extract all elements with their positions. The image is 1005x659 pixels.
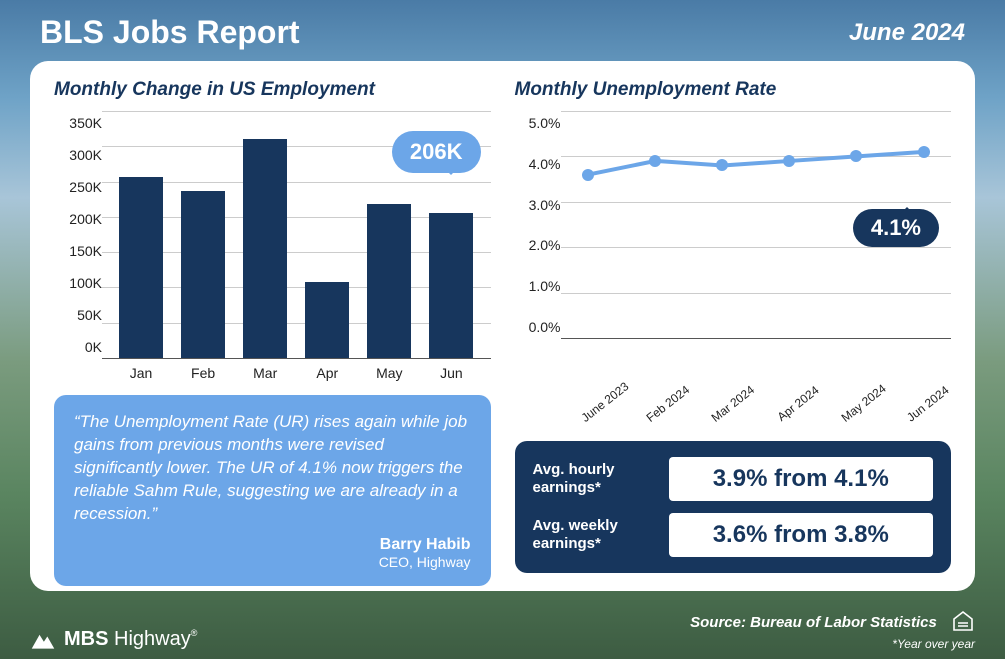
bar-y-tick: 200K	[54, 211, 102, 227]
line-chart-title: Monthly Unemployment Rate	[515, 79, 952, 101]
line-x-tick: Jun 2024	[904, 383, 952, 425]
earnings-label: Avg. hourly earnings*	[533, 461, 653, 497]
page-title: BLS Jobs Report	[40, 14, 300, 51]
mountain-icon	[30, 629, 56, 651]
line-x-tick: May 2024	[839, 383, 887, 425]
bar-y-tick: 300K	[54, 147, 102, 163]
bar-y-tick: 150K	[54, 243, 102, 259]
line-marker	[918, 146, 930, 158]
bar-x-tick: Jan	[119, 365, 163, 381]
line-x-tick: June 2023	[579, 383, 627, 425]
quote-box: “The Unemployment Rate (UR) rises again …	[54, 395, 491, 586]
source-block: Source: Bureau of Labor Statistics *Year…	[690, 609, 975, 651]
earnings-row: Avg. hourly earnings* 3.9% from 4.1%	[533, 457, 934, 501]
bar-y-tick: 250K	[54, 179, 102, 195]
report-date: June 2024	[849, 19, 965, 47]
bar-x-tick: Mar	[243, 365, 287, 381]
quote-role: CEO, Highway	[74, 554, 471, 570]
earnings-value: 3.6% from 3.8%	[669, 513, 934, 557]
line-chart: 5.0% 4.0% 3.0% 2.0% 1.0% 0.0% 4.1%	[515, 111, 952, 375]
bar	[243, 139, 287, 358]
bar	[181, 191, 225, 358]
left-column: Monthly Change in US Employment 350K 300K…	[54, 79, 491, 573]
earnings-label: Avg. weekly earnings*	[533, 517, 653, 553]
earnings-value: 3.9% from 4.1%	[669, 457, 934, 501]
bar-chart-y-axis: 350K 300K 250K 200K 150K 100K 50K 0K	[54, 111, 102, 355]
right-column: Monthly Unemployment Rate 5.0% 4.0% 3.0% 2.…	[515, 79, 952, 573]
line-chart-plot: 4.1%	[561, 111, 952, 339]
earnings-box: Avg. hourly earnings*3.9% from 4.1%Avg. …	[515, 441, 952, 573]
bar-y-tick: 350K	[54, 115, 102, 131]
line-marker	[716, 159, 728, 171]
bar	[367, 204, 411, 358]
content-card: Monthly Change in US Employment 350K 300K…	[30, 61, 975, 591]
line-y-tick: 3.0%	[515, 197, 561, 213]
line-marker	[582, 169, 594, 181]
brand-prefix: MBS	[64, 628, 108, 650]
line-y-tick: 1.0%	[515, 278, 561, 294]
bar	[305, 282, 349, 358]
line-chart-callout: 4.1%	[853, 209, 939, 247]
line-x-tick: Mar 2024	[709, 383, 757, 425]
earnings-row: Avg. weekly earnings* 3.6% from 3.8%	[533, 513, 934, 557]
line-x-tick: Apr 2024	[774, 383, 822, 425]
brand-logo: MBS Highway®	[30, 628, 197, 651]
line-y-tick: 5.0%	[515, 115, 561, 131]
header: BLS Jobs Report June 2024	[0, 0, 1005, 61]
line-marker	[850, 150, 862, 162]
line-chart-y-axis: 5.0% 4.0% 3.0% 2.0% 1.0% 0.0%	[515, 111, 561, 335]
footer: MBS Highway® Source: Bureau of Labor Sta…	[30, 609, 975, 651]
brand-suffix: Highway	[114, 628, 191, 650]
quote-attribution: Barry Habib CEO, Highway	[74, 536, 471, 570]
bar-x-tick: May	[367, 365, 411, 381]
bar-chart-callout: 206K	[392, 131, 481, 173]
bar-x-tick: Jun	[429, 365, 473, 381]
bar-chart-title: Monthly Change in US Employment	[54, 79, 491, 101]
line-y-tick: 0.0%	[515, 319, 561, 335]
line-chart-x-axis: June 2023Feb 2024Mar 2024Apr 2024May 202…	[515, 375, 952, 397]
bar-y-tick: 50K	[54, 307, 102, 323]
quote-text: “The Unemployment Rate (UR) rises again …	[74, 411, 471, 526]
line-y-tick: 2.0%	[515, 237, 561, 253]
bar	[429, 213, 473, 358]
bar-chart-plot: 206K	[102, 111, 491, 359]
bar-x-tick: Feb	[181, 365, 225, 381]
quote-author: Barry Habib	[74, 536, 471, 554]
brand-text: MBS Highway®	[64, 628, 197, 651]
line-x-tick: Feb 2024	[644, 383, 692, 425]
line-y-tick: 4.0%	[515, 156, 561, 172]
source-note: *Year over year	[690, 637, 975, 651]
bar-chart-x-axis: Jan Feb Mar Apr May Jun	[54, 359, 491, 381]
source-text: Source: Bureau of Labor Statistics	[690, 614, 937, 631]
bar-y-tick: 0K	[54, 339, 102, 355]
bar-x-tick: Apr	[305, 365, 349, 381]
bar-y-tick: 100K	[54, 275, 102, 291]
bar	[119, 177, 163, 358]
bar-chart: 350K 300K 250K 200K 150K 100K 50K 0K 206K	[54, 111, 491, 359]
line-marker	[649, 155, 661, 167]
line-marker	[783, 155, 795, 167]
equal-housing-icon	[951, 609, 975, 637]
